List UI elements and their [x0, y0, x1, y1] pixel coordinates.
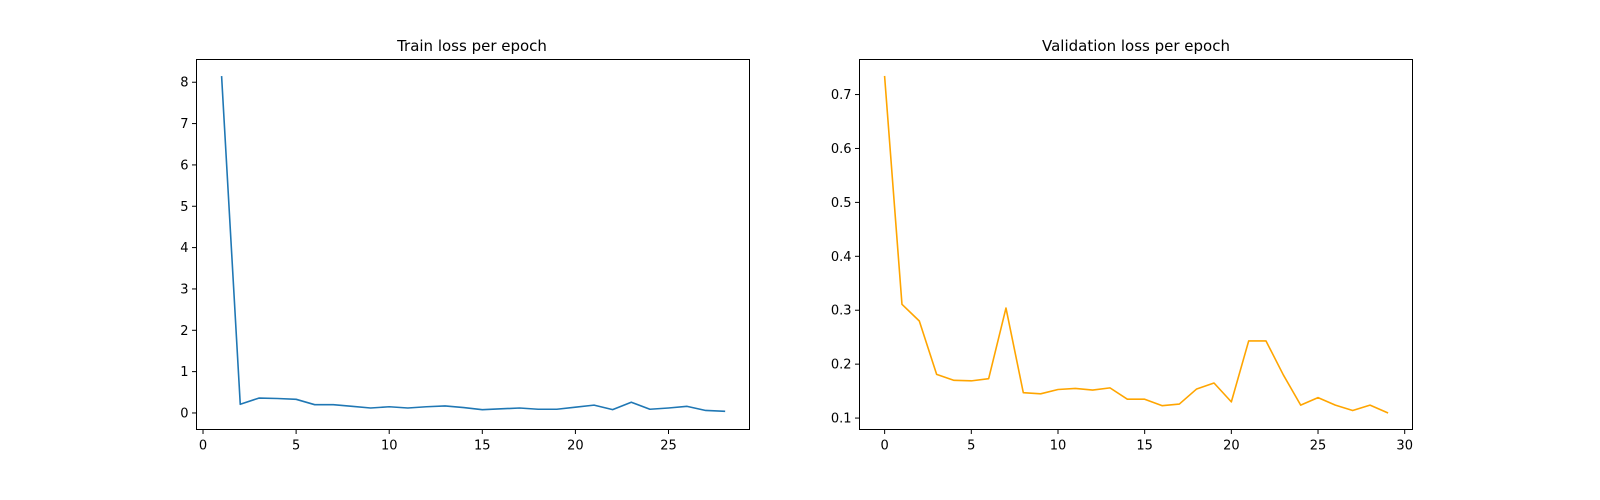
- validation-loss-xtick-label-1: 5: [967, 439, 975, 454]
- train-loss-ytick-label-3: 3: [180, 282, 188, 297]
- validation-loss-xtick-label-2: 10: [1050, 439, 1067, 454]
- train-loss-ytick-label-1: 1: [180, 365, 188, 380]
- train-loss-xtick-label-2: 10: [381, 439, 398, 454]
- validation-loss-ytick-label-1: 0.2: [831, 358, 852, 373]
- train-loss-series-line: [220, 76, 726, 413]
- train-loss-ytick-label-0: 0: [180, 406, 188, 421]
- validation-loss-xtick-label-5: 25: [1310, 439, 1327, 454]
- validation-loss-plot: 0 5 10 15 20 25 30 0.1 0.2 0.3 0.4 0.5 0.6 0.7: [831, 75, 1413, 454]
- train-loss-axes: Train loss per epoch 0 5 10 15 20 25 0 1 2 3 4 5 6 7 8: [180, 37, 750, 454]
- validation-loss-ytick-label-0: 0.1: [831, 412, 852, 427]
- validation-loss-xtick-label-6: 30: [1396, 439, 1413, 454]
- train-loss-ytick-label-6: 6: [180, 158, 188, 173]
- validation-loss-title: Validation loss per epoch: [1042, 37, 1230, 55]
- validation-loss-ytick-label-4: 0.5: [831, 196, 852, 211]
- validation-loss-xtick-label-4: 20: [1223, 439, 1240, 454]
- train-loss-ytick-label-5: 5: [180, 200, 188, 215]
- validation-loss-xtick-label-0: 0: [880, 439, 888, 454]
- train-loss-ytick-label-8: 8: [180, 76, 188, 91]
- train-loss-xtick-label-5: 25: [660, 439, 677, 454]
- train-loss-plot: 0 5 10 15 20 25 0 1 2 3 4 5 6 7 8: [180, 76, 726, 454]
- validation-loss-ytick-label-2: 0.3: [831, 304, 852, 319]
- validation-loss-xtick-label-3: 15: [1136, 439, 1153, 454]
- train-loss-frame: [196, 59, 750, 430]
- train-loss-xtick-label-0: 0: [199, 439, 207, 454]
- validation-loss-series-line: [883, 75, 1389, 414]
- train-loss-xtick-label-4: 20: [567, 439, 584, 454]
- train-loss-xtick-label-1: 5: [292, 439, 300, 454]
- train-loss-ytick-label-7: 7: [180, 117, 188, 132]
- train-loss-title: Train loss per epoch: [396, 37, 547, 55]
- train-loss-xtick-label-3: 15: [474, 439, 491, 454]
- validation-loss-axes: Validation loss per epoch 0 5 10 15 20 25 30 0.…: [831, 37, 1413, 454]
- validation-loss-ytick-label-5: 0.6: [831, 142, 852, 157]
- train-loss-ytick-label-2: 2: [180, 324, 188, 339]
- validation-loss-ytick-label-6: 0.7: [831, 88, 852, 103]
- train-loss-ytick-label-4: 4: [180, 241, 188, 256]
- validation-loss-ytick-label-3: 0.4: [831, 250, 852, 265]
- validation-loss-frame: [859, 59, 1413, 430]
